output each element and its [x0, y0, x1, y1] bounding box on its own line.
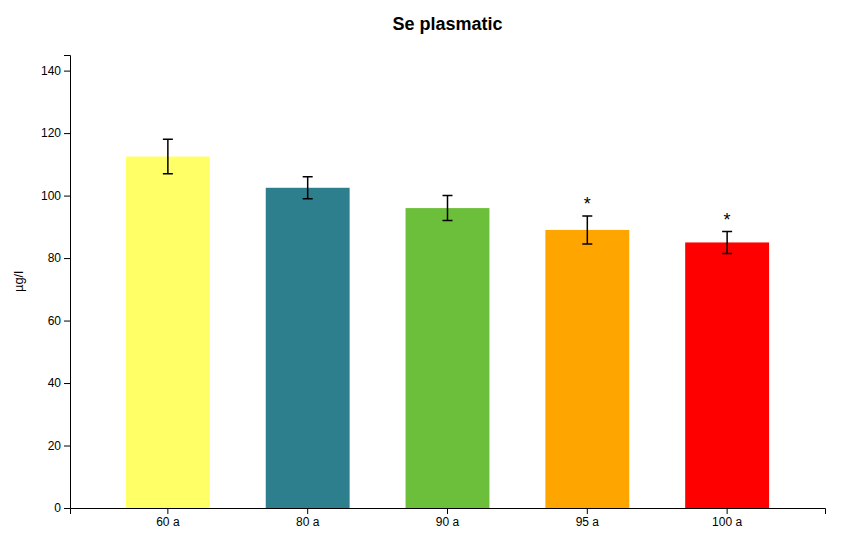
bar — [406, 208, 490, 508]
y-tick-label: 100 — [41, 189, 61, 203]
x-tick-label: 90 a — [436, 515, 460, 529]
bar — [685, 242, 769, 508]
y-axis: 0 20 40 60 80 100 120 140 — [41, 56, 71, 516]
y-tick: 140 — [41, 64, 70, 78]
y-tick-mark — [64, 446, 70, 447]
x-tick-mark — [587, 508, 588, 514]
y-tick-label: 120 — [41, 126, 61, 140]
x-tick: 80 a — [296, 508, 320, 529]
x-tick-label: 95 a — [576, 515, 600, 529]
marks — [126, 139, 769, 508]
chart: 60 a 80 a 90 a 95 a 100 a 0 20 40 60 80 100 120 140 *… — [0, 0, 850, 553]
x-tick-label: 80 a — [296, 515, 320, 529]
title: Se plasmatic — [392, 14, 502, 34]
bar — [545, 230, 629, 508]
y-tick: 80 — [48, 251, 70, 265]
y-tick-label: 60 — [48, 314, 62, 328]
x-tick: 60 a — [156, 508, 180, 529]
x-tick-label: 60 a — [156, 515, 180, 529]
x-tick: 100 a — [712, 508, 742, 529]
x-axis-line — [71, 509, 826, 515]
error-bar — [163, 139, 173, 173]
y-tick: 60 — [48, 314, 70, 328]
y-tick: 120 — [41, 126, 70, 140]
significance-star: * — [584, 194, 591, 214]
bar — [266, 188, 350, 508]
y-tick-label: 140 — [41, 64, 61, 78]
y-tick-mark — [64, 508, 70, 509]
y-tick: 100 — [41, 189, 70, 203]
y-axis-label: µg/l — [11, 271, 26, 292]
error-bar — [582, 216, 592, 244]
y-axis-line — [64, 56, 71, 509]
x-tick-mark — [447, 508, 448, 514]
bar — [126, 157, 210, 508]
x-tick-mark — [727, 508, 728, 514]
y-tick-mark — [64, 258, 70, 259]
plot: 60 a 80 a 90 a 95 a 100 a 0 20 40 60 80 100 120 140 *… — [41, 56, 826, 529]
y-tick-label: 0 — [54, 501, 61, 515]
error-bar — [443, 196, 453, 221]
x-tick: 90 a — [436, 508, 460, 529]
y-tick-mark — [64, 71, 70, 72]
x-tick: 95 a — [576, 508, 600, 529]
y-tick-mark — [64, 133, 70, 134]
y-tick: 40 — [48, 376, 70, 390]
x-axis: 60 a 80 a 90 a 95 a 100 a — [71, 508, 826, 529]
x-tick-mark — [307, 508, 308, 514]
annotations: ** — [584, 194, 731, 230]
error-bar — [722, 232, 732, 254]
y-tick: 0 — [54, 501, 70, 515]
y-tick-label: 80 — [48, 251, 62, 265]
y-tick: 20 — [48, 439, 70, 453]
error-bar — [303, 177, 313, 199]
y-tick-mark — [64, 383, 70, 384]
y-tick-label: 20 — [48, 439, 62, 453]
significance-star: * — [724, 210, 731, 230]
y-tick-mark — [64, 196, 70, 197]
y-tick-mark — [64, 321, 70, 322]
x-tick-label: 100 a — [712, 515, 742, 529]
x-tick-mark — [167, 508, 168, 514]
y-tick-label: 40 — [48, 376, 62, 390]
